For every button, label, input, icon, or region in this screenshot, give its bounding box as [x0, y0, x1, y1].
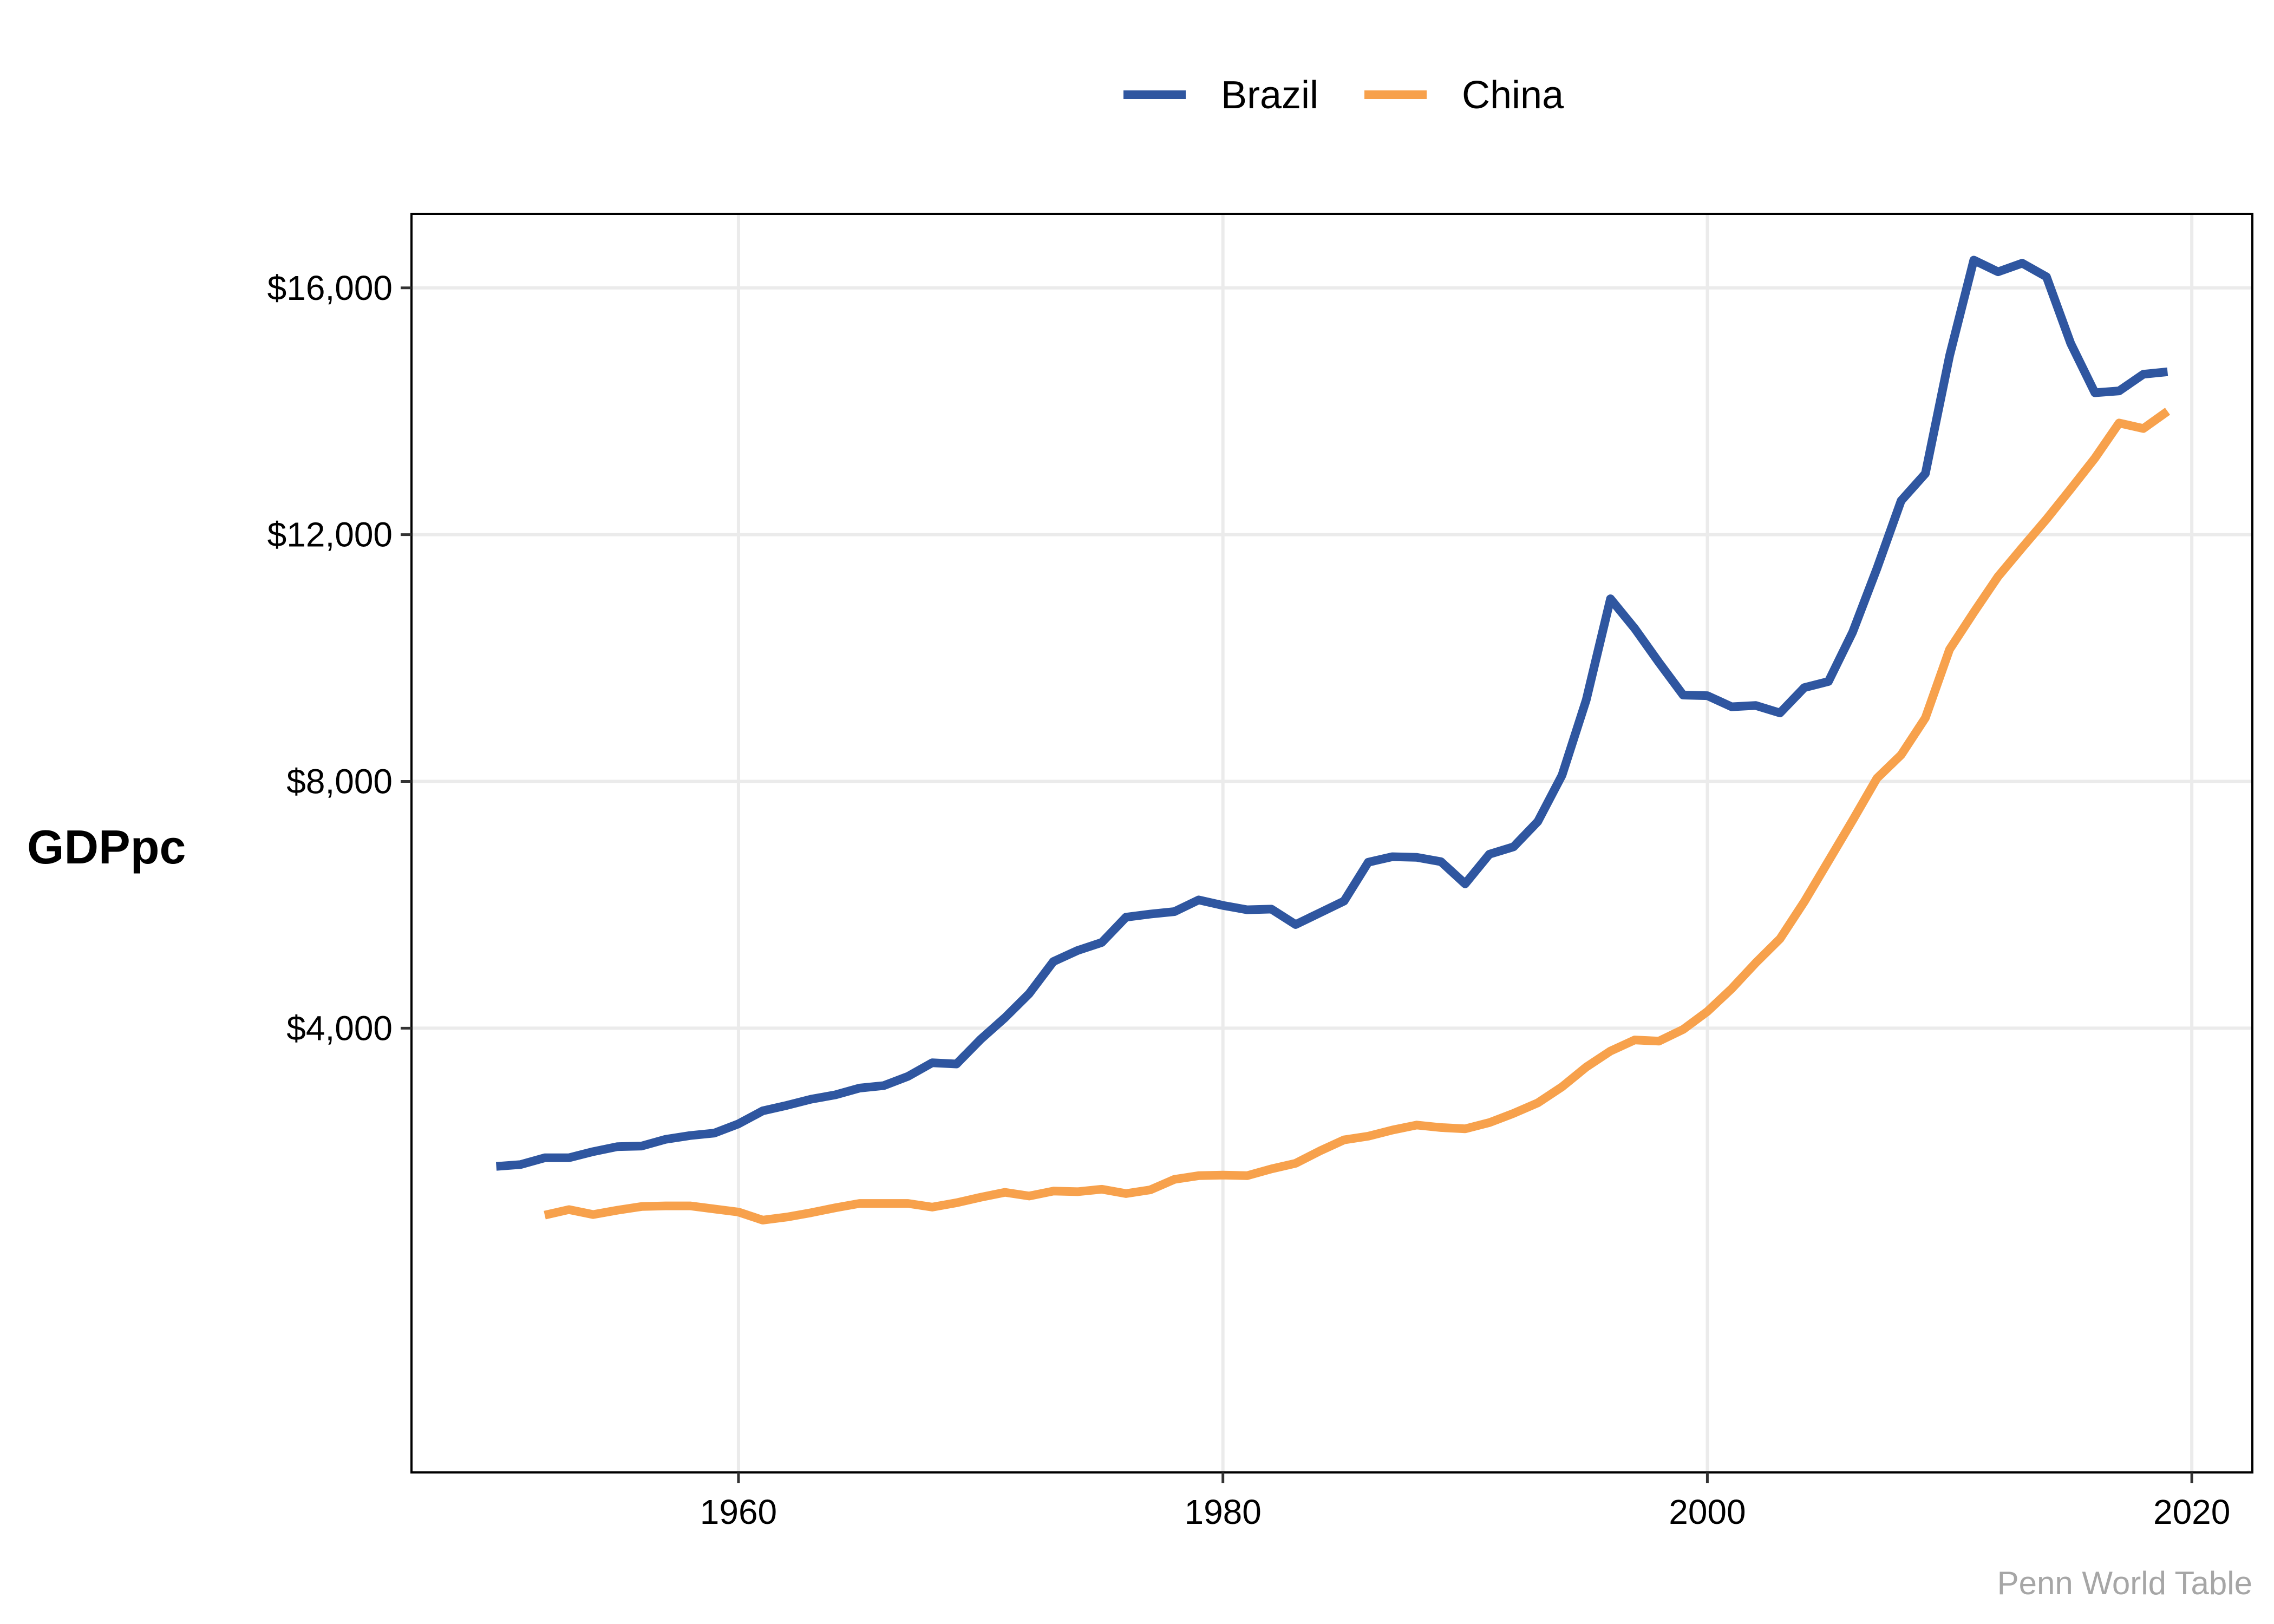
y-axis-title: GDPpc — [27, 820, 186, 874]
x-tick-label: 1960 — [700, 1492, 777, 1531]
caption: Penn World Table — [1997, 1565, 2252, 1601]
y-tick-label: $16,000 — [267, 269, 393, 307]
series-lines — [495, 256, 2171, 1224]
x-tick-label: 2000 — [1669, 1492, 1746, 1531]
gridlines — [411, 214, 2252, 1472]
x-tick-label: 1980 — [1184, 1492, 1261, 1531]
axes: 1960 1980 2000 2020 $4,000 $8,000 $12,000 $16,0… — [267, 269, 2231, 1531]
y-tick-label: $12,000 — [267, 515, 393, 554]
plot-panel-border — [410, 213, 2253, 1474]
y-tick-label: $8,000 — [286, 762, 393, 801]
x-tick-label: 2020 — [2153, 1492, 2230, 1531]
series-line-china — [544, 408, 2171, 1224]
series-line-brazil — [495, 256, 2168, 1171]
legend-label-brazil: Brazil — [1221, 74, 1318, 117]
legend-label-china: China — [1462, 74, 1564, 117]
y-tick-label: $4,000 — [286, 1009, 393, 1047]
legend: Brazil China — [1123, 74, 1564, 117]
